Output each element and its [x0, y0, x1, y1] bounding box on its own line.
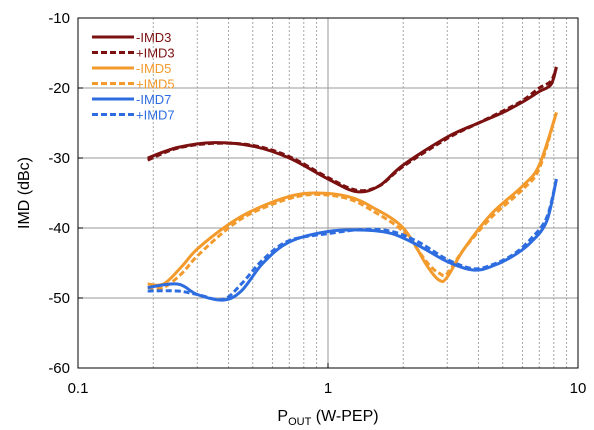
legend-label-minus-imd5: -IMD5	[136, 61, 171, 76]
x-axis-title-main: P	[277, 408, 288, 425]
series-line-minus-imd3	[147, 66, 558, 194]
grid	[78, 18, 578, 368]
series-line-plusminus-imd7	[147, 178, 558, 302]
axis-ticks: -60 -50 -40 -30 -20 -10 0.1 1 10	[48, 10, 586, 397]
x-axis-title-subscript: OUT	[288, 416, 312, 428]
legend-label-plusminus-imd5: +IMD5	[136, 77, 175, 92]
x-axis-title-rest: (W-PEP)	[311, 408, 378, 425]
series-line-minus-imd5	[147, 112, 558, 287]
series-line-plusminus-imd3	[147, 66, 558, 193]
x-axis-title: POUT (W-PEP)	[277, 408, 378, 428]
y-tick-label: -10	[48, 10, 70, 27]
legend-label-plusminus-imd7: +IMD7	[136, 108, 175, 123]
y-tick-label: -40	[48, 220, 70, 237]
y-tick-label: -20	[48, 80, 70, 97]
series-lines	[147, 66, 558, 302]
x-tick-label: 1	[324, 380, 332, 397]
legend-label-minus-imd3: -IMD3	[136, 30, 171, 45]
y-tick-label: -50	[48, 290, 70, 307]
y-axis-title: IMD (dBc)	[16, 157, 33, 229]
y-tick-label: -30	[48, 150, 70, 167]
legend-label-plusminus-imd3: +IMD3	[136, 46, 175, 61]
legend: -IMD3+IMD3-IMD5+IMD5-IMD7+IMD7	[92, 30, 175, 123]
x-tick-label: 10	[570, 380, 587, 397]
x-tick-label: 0.1	[68, 380, 89, 397]
legend-label-minus-imd7: -IMD7	[136, 92, 171, 107]
series-line-plusminus-imd5	[147, 112, 558, 291]
y-tick-label: -60	[48, 360, 70, 377]
